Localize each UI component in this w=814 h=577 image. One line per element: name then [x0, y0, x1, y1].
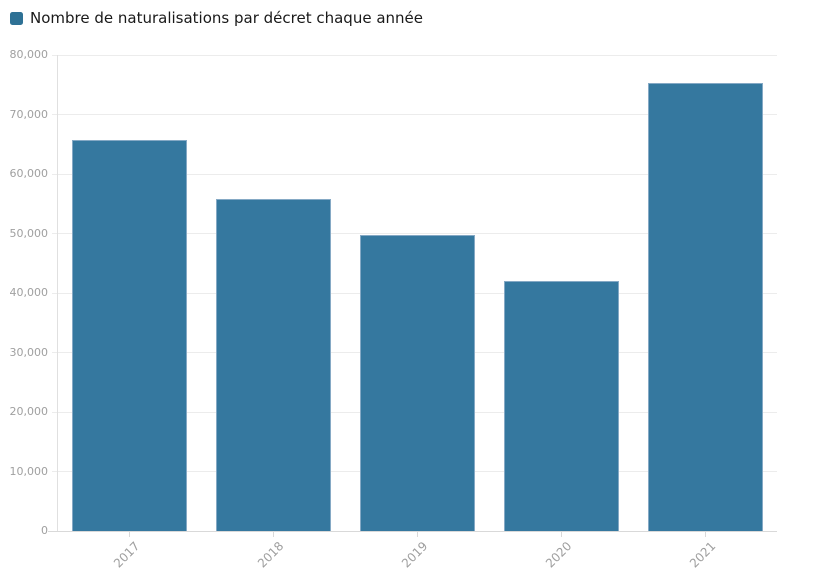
- y-axis-tick-label: 40,000: [9, 286, 49, 299]
- bar-2018[interactable]: [216, 199, 331, 531]
- x-axis-tick: [273, 532, 274, 537]
- bar-2021[interactable]: [648, 83, 763, 531]
- x-axis-line: [48, 531, 777, 532]
- gridline: [52, 114, 777, 115]
- legend-swatch-icon: [10, 11, 23, 25]
- x-axis-label-2020: 2020: [543, 539, 575, 571]
- y-axis-tick-label: 0: [41, 524, 48, 537]
- y-axis-tick-label: 30,000: [9, 345, 49, 359]
- x-axis-label-2017: 2017: [111, 539, 143, 571]
- gridline: [52, 54, 777, 56]
- chart-legend: Nombre de naturalisations par décret cha…: [10, 9, 423, 27]
- plot-area: 0 10,000 20,000 30,000 40,000 50,000 60,000 70,…: [10, 49, 777, 570]
- y-axis-tick-label: 60,000: [9, 167, 49, 180]
- y-axis-tick-label: 70,000: [9, 107, 49, 121]
- x-axis-tick: [417, 532, 418, 537]
- bar-2019[interactable]: [360, 235, 475, 531]
- gridline: [52, 173, 777, 175]
- x-axis-label-2018: 2018: [255, 539, 287, 571]
- bar-2020[interactable]: [504, 281, 619, 531]
- y-axis-tick-label: 20,000: [9, 405, 49, 418]
- y-axis-tick-label: 10,000: [9, 464, 49, 478]
- x-axis-tick: [129, 532, 130, 537]
- y-axis-tick-label: 80,000: [9, 48, 49, 61]
- bar-2017[interactable]: [72, 140, 187, 531]
- x-axis-tick: [561, 532, 562, 537]
- x-axis-tick: [705, 532, 706, 537]
- y-axis-line: [57, 55, 58, 531]
- gridline: [52, 233, 777, 234]
- legend-label: Nombre de naturalisations par décret cha…: [30, 9, 423, 27]
- x-axis-label-2021: 2021: [687, 539, 719, 571]
- y-axis-tick-label: 50,000: [9, 226, 49, 240]
- x-axis-label-2019: 2019: [399, 539, 431, 571]
